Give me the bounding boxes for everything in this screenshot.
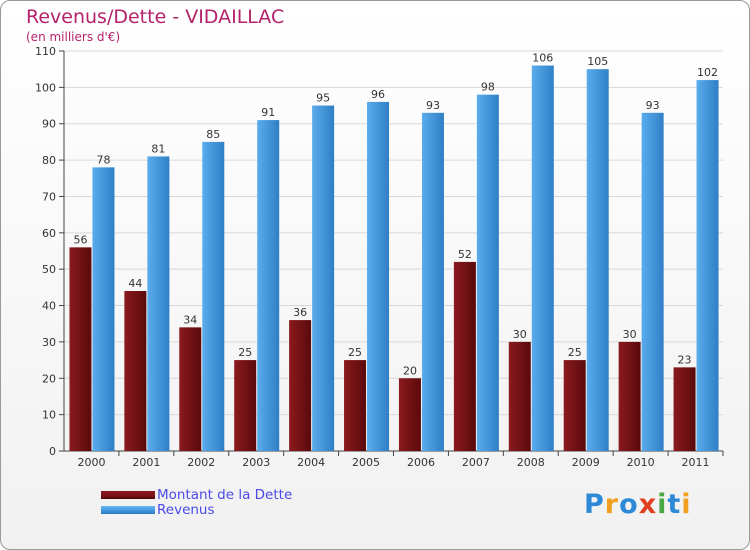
y-tick-label: 50 bbox=[42, 263, 56, 276]
bar-revenus bbox=[641, 112, 664, 452]
value-label-revenus: 96 bbox=[371, 88, 385, 101]
value-label-revenus: 102 bbox=[697, 66, 718, 79]
bar-dette bbox=[563, 360, 586, 451]
value-label-revenus: 93 bbox=[646, 99, 660, 112]
y-tick-label: 40 bbox=[42, 300, 56, 313]
bar-dette bbox=[344, 360, 367, 451]
bar-dette bbox=[618, 341, 641, 451]
y-tick-label: 90 bbox=[42, 118, 56, 131]
bar-revenus bbox=[421, 112, 444, 452]
y-tick-label: 60 bbox=[42, 227, 56, 240]
y-tick-label: 70 bbox=[42, 190, 56, 203]
x-tick-label: 2010 bbox=[627, 456, 655, 469]
legend-swatch-revenus bbox=[101, 505, 155, 514]
y-tick-label: 20 bbox=[42, 372, 56, 385]
x-tick-label: 2007 bbox=[462, 456, 490, 469]
logo-letter: r bbox=[604, 489, 620, 520]
x-tick-label: 2002 bbox=[187, 456, 215, 469]
value-label-dette: 25 bbox=[238, 346, 252, 359]
logo-letter: x bbox=[638, 489, 658, 520]
bar-dette bbox=[673, 367, 696, 451]
bar-revenus bbox=[202, 141, 225, 451]
legend-label-dette: Montant de la Dette bbox=[157, 486, 293, 503]
value-label-dette: 30 bbox=[513, 328, 527, 341]
logo-letter: o bbox=[619, 489, 639, 520]
bar-dette bbox=[124, 291, 147, 451]
proxiti-logo: Proxiti bbox=[584, 489, 692, 520]
x-tick-label: 2004 bbox=[297, 456, 325, 469]
y-tick-label: 80 bbox=[42, 154, 56, 167]
bar-dette bbox=[398, 378, 421, 451]
value-label-revenus: 98 bbox=[481, 81, 495, 94]
logo-letter: i bbox=[657, 489, 668, 520]
x-tick-label: 2008 bbox=[517, 456, 545, 469]
bar-revenus bbox=[476, 94, 499, 452]
bar-dette bbox=[69, 247, 92, 451]
legend-item-dette: Montant de la Dette bbox=[101, 486, 293, 503]
bar-revenus bbox=[696, 80, 719, 451]
legend-item-revenus: Revenus bbox=[101, 501, 292, 518]
bar-revenus bbox=[586, 69, 609, 451]
bar-dette bbox=[453, 261, 476, 451]
value-label-dette: 25 bbox=[568, 346, 582, 359]
value-label-dette: 56 bbox=[73, 233, 87, 246]
value-label-revenus: 78 bbox=[96, 153, 110, 166]
value-label-revenus: 81 bbox=[151, 142, 165, 155]
bar-dette bbox=[289, 320, 312, 451]
x-tick-label: 2003 bbox=[242, 456, 270, 469]
value-label-dette: 52 bbox=[458, 248, 472, 261]
value-label-dette: 44 bbox=[128, 277, 142, 290]
value-label-dette: 36 bbox=[293, 306, 307, 319]
bar-revenus bbox=[312, 105, 335, 451]
value-label-revenus: 95 bbox=[316, 92, 330, 105]
value-label-revenus: 91 bbox=[261, 106, 275, 119]
bar-revenus bbox=[92, 167, 115, 451]
value-label-revenus: 106 bbox=[532, 52, 553, 65]
value-label-revenus: 105 bbox=[587, 55, 608, 68]
y-tick-label: 100 bbox=[35, 81, 56, 94]
bar-dette bbox=[508, 341, 531, 451]
bar-revenus bbox=[531, 65, 554, 451]
y-tick-label: 10 bbox=[42, 409, 56, 422]
chart-title: Revenus/Dette - VIDAILLAC bbox=[26, 6, 285, 28]
bar-dette bbox=[179, 327, 202, 451]
value-label-revenus: 93 bbox=[426, 99, 440, 112]
y-tick-label: 30 bbox=[42, 336, 56, 349]
x-tick-label: 2009 bbox=[572, 456, 600, 469]
value-label-dette: 25 bbox=[348, 346, 362, 359]
logo-letter: i bbox=[681, 489, 692, 520]
bar-revenus bbox=[147, 156, 170, 452]
value-label-dette: 34 bbox=[183, 313, 197, 326]
value-label-dette: 30 bbox=[623, 328, 637, 341]
x-tick-label: 2001 bbox=[132, 456, 160, 469]
x-tick-label: 2005 bbox=[352, 456, 380, 469]
chart-legend: Montant de la Dette Revenus bbox=[101, 486, 293, 518]
bar-dette bbox=[234, 360, 257, 451]
value-label-revenus: 85 bbox=[206, 128, 220, 141]
y-tick-label: 110 bbox=[35, 45, 56, 58]
logo-letter: t bbox=[667, 489, 682, 520]
legend-swatch-dette bbox=[101, 490, 155, 499]
chart-subtitle: (en milliers d'€) bbox=[26, 30, 121, 44]
x-tick-label: 2011 bbox=[682, 456, 710, 469]
value-label-dette: 23 bbox=[678, 353, 692, 366]
bar-revenus bbox=[367, 101, 390, 451]
legend-label-revenus: Revenus bbox=[157, 501, 215, 518]
y-tick-label: 0 bbox=[49, 445, 56, 458]
bar-revenus bbox=[257, 120, 280, 451]
logo-letter: P bbox=[584, 489, 605, 520]
x-tick-label: 2000 bbox=[77, 456, 105, 469]
value-label-dette: 20 bbox=[403, 364, 417, 377]
x-tick-label: 2006 bbox=[407, 456, 435, 469]
